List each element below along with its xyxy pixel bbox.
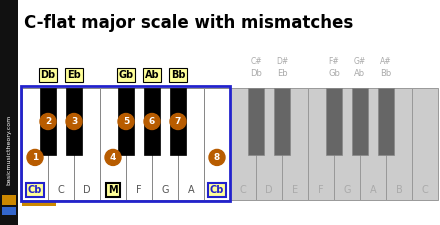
Bar xyxy=(282,88,308,200)
Bar xyxy=(230,88,256,200)
Text: 5: 5 xyxy=(123,117,129,126)
Circle shape xyxy=(66,113,82,130)
Bar xyxy=(74,88,100,200)
Bar xyxy=(66,88,82,155)
Bar xyxy=(144,88,160,155)
Text: G: G xyxy=(343,185,351,195)
Circle shape xyxy=(40,113,56,130)
Text: A: A xyxy=(188,185,194,195)
Bar xyxy=(170,88,186,155)
Text: D#: D# xyxy=(276,57,288,66)
Text: Ab: Ab xyxy=(145,70,159,80)
Text: 1: 1 xyxy=(32,153,38,162)
Bar xyxy=(378,88,394,155)
Text: B: B xyxy=(396,185,402,195)
Text: basicmusictheory.com: basicmusictheory.com xyxy=(7,115,11,185)
Bar xyxy=(40,88,56,155)
Text: Cb: Cb xyxy=(28,185,42,195)
Text: Eb: Eb xyxy=(277,69,287,78)
Text: F#: F# xyxy=(329,57,339,66)
Text: C: C xyxy=(422,185,429,195)
Text: G: G xyxy=(161,185,169,195)
Text: M: M xyxy=(108,185,118,195)
Text: D: D xyxy=(83,185,91,195)
Text: C: C xyxy=(240,185,246,195)
Circle shape xyxy=(144,113,160,130)
Bar xyxy=(360,88,386,200)
Text: 4: 4 xyxy=(110,153,116,162)
Bar xyxy=(100,88,126,200)
Text: F: F xyxy=(318,185,324,195)
Bar xyxy=(274,88,290,155)
Text: Bb: Bb xyxy=(380,69,392,78)
Text: C-flat major scale with mismatches: C-flat major scale with mismatches xyxy=(24,14,353,32)
Circle shape xyxy=(118,113,134,130)
Text: A#: A# xyxy=(380,57,392,66)
Bar xyxy=(2,207,16,215)
Circle shape xyxy=(209,149,225,165)
Text: Cb: Cb xyxy=(210,185,224,195)
Bar xyxy=(178,88,204,200)
Bar xyxy=(386,88,412,200)
Bar xyxy=(308,88,334,200)
Text: 7: 7 xyxy=(175,117,181,126)
Bar xyxy=(256,88,282,200)
Text: F: F xyxy=(136,185,142,195)
Text: D: D xyxy=(265,185,273,195)
Text: Gb: Gb xyxy=(118,70,134,80)
Circle shape xyxy=(170,113,186,130)
Text: Gb: Gb xyxy=(328,69,340,78)
Text: C#: C# xyxy=(250,57,262,66)
Bar xyxy=(0,0,18,225)
Bar xyxy=(334,88,360,200)
Text: A: A xyxy=(370,185,376,195)
Bar xyxy=(2,195,16,205)
Text: 2: 2 xyxy=(45,117,51,126)
Bar xyxy=(412,88,438,200)
Text: Ab: Ab xyxy=(355,69,366,78)
Bar xyxy=(326,88,342,155)
Circle shape xyxy=(27,149,43,165)
Text: Db: Db xyxy=(250,69,262,78)
Circle shape xyxy=(105,149,121,165)
Bar xyxy=(248,88,264,155)
Bar xyxy=(22,88,48,200)
Text: 8: 8 xyxy=(214,153,220,162)
Text: C: C xyxy=(58,185,64,195)
Text: 3: 3 xyxy=(71,117,77,126)
Bar xyxy=(118,88,134,155)
Bar xyxy=(48,88,74,200)
Text: Eb: Eb xyxy=(67,70,81,80)
Bar xyxy=(21,86,230,201)
Text: Db: Db xyxy=(40,70,55,80)
Text: Bb: Bb xyxy=(171,70,185,80)
Text: 6: 6 xyxy=(149,117,155,126)
Text: E: E xyxy=(292,185,298,195)
Bar xyxy=(352,88,368,155)
Bar xyxy=(126,88,152,200)
Bar xyxy=(22,201,56,206)
Bar xyxy=(152,88,178,200)
Bar xyxy=(204,88,230,200)
Text: G#: G# xyxy=(354,57,366,66)
